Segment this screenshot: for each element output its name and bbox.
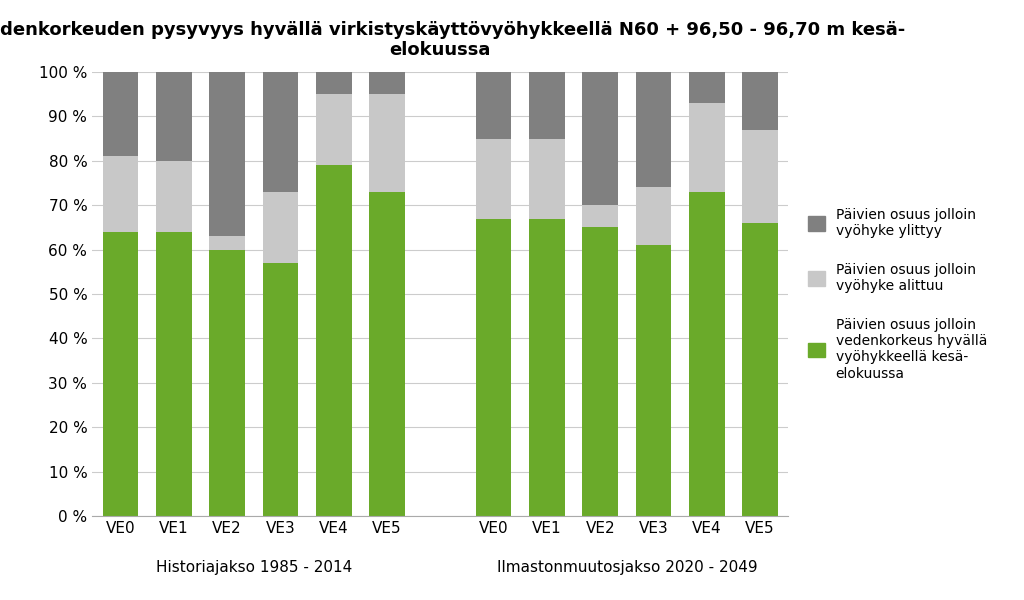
Bar [263,192,298,263]
Bar [263,263,298,516]
Bar [742,223,778,516]
Title: Vedenkorkeuden pysyvyys hyvällä virkistyskäyttövyöhykkeellä N60 + 96,50 - 96,70 : Vedenkorkeuden pysyvyys hyvällä virkisty… [0,20,905,59]
Bar [636,72,672,187]
Bar [689,103,725,192]
Bar [316,165,351,516]
Bar [156,232,191,516]
Bar [529,72,564,139]
Bar [529,139,564,218]
Bar [583,227,617,516]
Bar [209,72,245,236]
Legend: Päivien osuus jolloin
vyöhyke ylittyy, Päivien osuus jolloin
vyöhyke alittuu, Pä: Päivien osuus jolloin vyöhyke ylittyy, P… [803,202,992,386]
Bar [370,192,404,516]
Bar [689,72,725,103]
Bar [742,72,778,130]
Bar [476,72,511,139]
Bar [370,94,404,192]
Bar [156,72,191,161]
Bar [583,72,617,205]
Bar [689,192,725,516]
Bar [529,218,564,516]
Bar [209,250,245,516]
Bar [102,157,138,232]
Bar [316,72,351,94]
Bar [476,139,511,218]
Bar [583,205,617,227]
Bar [263,72,298,192]
Bar [156,161,191,232]
Bar [476,218,511,516]
Text: Historiajakso 1985 - 2014: Historiajakso 1985 - 2014 [156,560,352,575]
Bar [102,232,138,516]
Bar [636,187,672,245]
Bar [102,72,138,157]
Bar [209,236,245,250]
Text: Ilmastonmuutosjakso 2020 - 2049: Ilmastonmuutosjakso 2020 - 2049 [497,560,757,575]
Bar [636,245,672,516]
Bar [370,72,404,94]
Bar [742,130,778,223]
Bar [316,94,351,165]
